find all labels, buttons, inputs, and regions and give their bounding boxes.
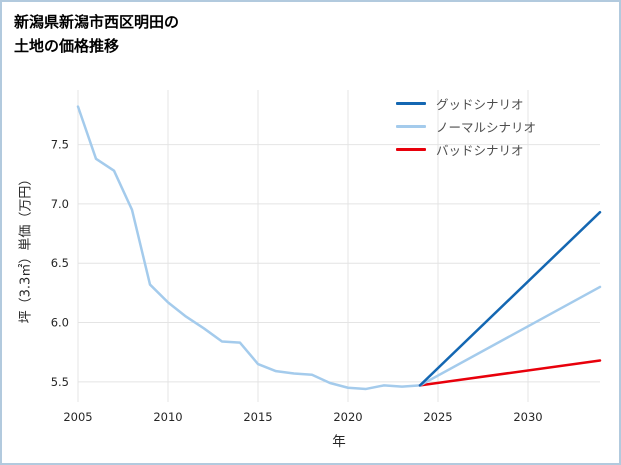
svg-text:2010: 2010 (153, 410, 182, 424)
svg-text:2030: 2030 (513, 410, 542, 424)
good-scenario-line-icon (396, 101, 426, 105)
svg-text:2015: 2015 (243, 410, 272, 424)
svg-text:6.5: 6.5 (51, 256, 69, 270)
legend-item-bad: バッドシナリオ (396, 141, 536, 158)
legend-item-normal: ノーマルシナリオ (396, 118, 537, 135)
svg-text:6.0: 6.0 (51, 316, 69, 330)
chart-title: 新潟県新潟市西区明田の 土地の価格推移 (14, 10, 179, 58)
svg-text:7.5: 7.5 (51, 138, 69, 152)
legend-label-good: グッドシナリオ (436, 96, 524, 112)
svg-text:7.0: 7.0 (51, 197, 69, 211)
legend-item-good: グッドシナリオ (396, 95, 536, 112)
y-axis-label: 坪（3.3㎡）単価（万円） (18, 172, 34, 324)
chart-title-line1: 新潟県新潟市西区明田の (14, 13, 180, 31)
chart-legend: グッドシナリオ ノーマルシナリオ バッドシナリオ (396, 95, 537, 158)
svg-text:2020: 2020 (333, 410, 362, 424)
bad-scenario-line-icon (396, 147, 426, 151)
x-axis-label: 年 (332, 434, 346, 450)
svg-text:2025: 2025 (423, 410, 452, 424)
svg-text:5.5: 5.5 (51, 375, 69, 389)
normal-scenario-line-icon (396, 124, 426, 128)
legend-label-bad: バッドシナリオ (436, 142, 524, 158)
chart-title-line2: 土地の価格推移 (14, 37, 120, 55)
legend-label-normal: ノーマルシナリオ (436, 119, 537, 135)
svg-text:2005: 2005 (63, 410, 92, 424)
